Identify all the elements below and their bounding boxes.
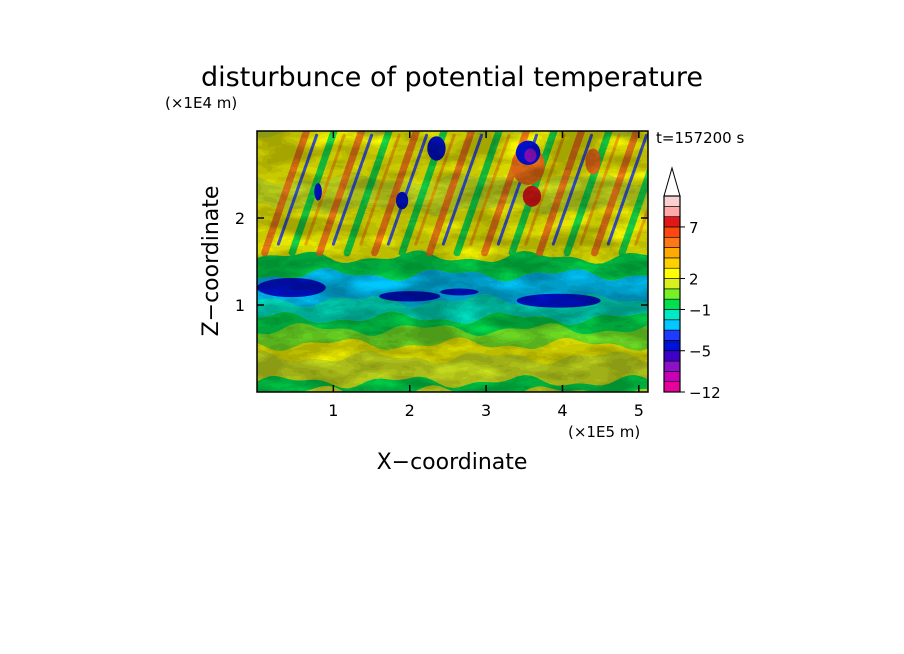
colorbar-swatch bbox=[663, 236, 681, 248]
colorbar-swatch bbox=[663, 278, 681, 290]
colorbar-swatch bbox=[663, 381, 681, 393]
field-texture bbox=[257, 131, 648, 392]
colorbar-swatch bbox=[663, 298, 681, 310]
colorbar-swatch bbox=[663, 247, 681, 259]
colorbar-tick-label: 2 bbox=[689, 271, 699, 289]
y-unit-label: (×1E4 m) bbox=[165, 94, 237, 112]
colorbar: −12−5−127 bbox=[663, 166, 721, 402]
x-unit-label: (×1E5 m) bbox=[568, 423, 640, 441]
colorbar-swatch bbox=[663, 226, 681, 238]
colorbar-frame bbox=[663, 195, 681, 393]
colorbar-swatch bbox=[663, 329, 681, 341]
x-tick-label: 5 bbox=[634, 401, 644, 420]
time-label: t=157200 s bbox=[656, 129, 744, 147]
y-tick-label: 2 bbox=[235, 209, 245, 228]
colorbar-tick-label: −12 bbox=[689, 384, 721, 402]
y-tick-label: 1 bbox=[235, 296, 245, 315]
x-tick-label: 2 bbox=[405, 401, 415, 420]
colorbar-swatch bbox=[663, 360, 681, 372]
x-tick-label: 3 bbox=[481, 401, 491, 420]
colorbar-tick-label: −5 bbox=[689, 343, 711, 361]
plot-frame bbox=[256, 130, 649, 393]
colorbar-swatch bbox=[663, 350, 681, 362]
colorbar-swatch bbox=[663, 288, 681, 300]
chart-title: disturbunce of potential temperature bbox=[201, 62, 703, 93]
colorbar-swatch bbox=[663, 206, 681, 217]
colorbar-swatch bbox=[663, 216, 681, 228]
colorbar-swatch bbox=[663, 319, 681, 331]
colorbar-swatch bbox=[663, 309, 681, 321]
x-tick-label: 1 bbox=[328, 401, 338, 420]
colorbar-tick-label: −1 bbox=[689, 301, 711, 319]
x-axis-label: X−coordinate bbox=[377, 450, 528, 475]
plot-area bbox=[257, 131, 648, 392]
y-axis: 12 bbox=[235, 209, 648, 315]
field-layers bbox=[257, 131, 648, 392]
y-axis-label: Z−coordinate bbox=[199, 186, 224, 337]
colorbar-tick-label: 7 bbox=[689, 219, 699, 237]
colorbar-swatch bbox=[663, 195, 681, 207]
colorbar-swatch bbox=[663, 371, 681, 382]
colorbar-swatch bbox=[663, 257, 681, 269]
colorbar-swatch bbox=[663, 267, 681, 279]
colorbar-extend-arrow bbox=[663, 166, 681, 197]
x-tick-label: 4 bbox=[557, 401, 567, 420]
x-axis: 1 2 3 4 5 bbox=[328, 131, 644, 420]
colorbar-swatch bbox=[663, 340, 681, 352]
